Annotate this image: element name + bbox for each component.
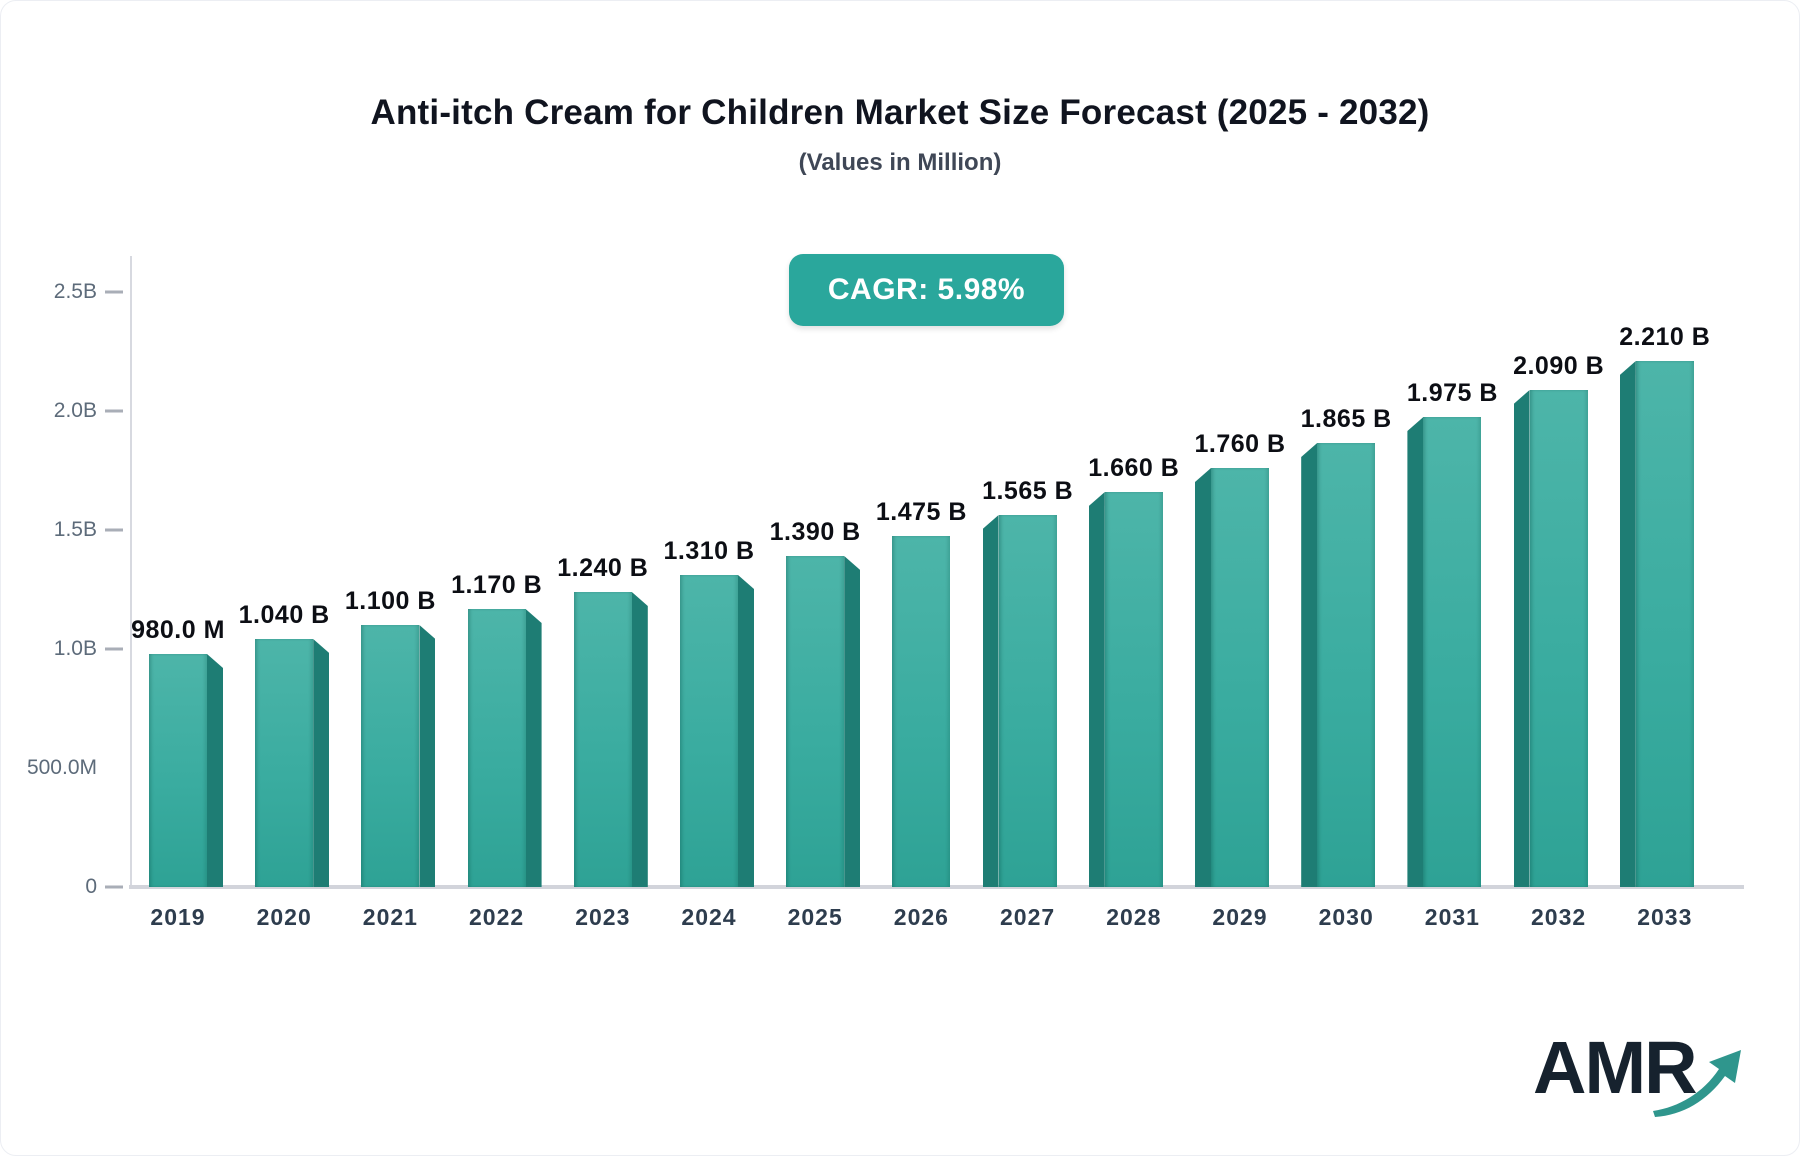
bar-side bbox=[1513, 390, 1530, 887]
bar-front bbox=[786, 556, 845, 887]
x-tick-label: 2026 bbox=[893, 904, 949, 930]
bar-value-label: 1.760 B bbox=[1194, 430, 1286, 458]
bar-side bbox=[631, 592, 648, 887]
bar-value-label: 1.865 B bbox=[1300, 405, 1392, 433]
bar-value-label: 1.975 B bbox=[1406, 379, 1498, 407]
bar-value-label: 1.475 B bbox=[875, 498, 967, 526]
y-tick-label: 1.5B bbox=[53, 518, 97, 541]
x-tick-label: 2021 bbox=[362, 904, 418, 930]
y-tick-label: 0 bbox=[85, 875, 97, 898]
x-tick-label: 2029 bbox=[1212, 904, 1268, 930]
bar-side bbox=[1407, 417, 1424, 887]
bar-front bbox=[1317, 443, 1376, 887]
y-tick-label: 500.0M bbox=[26, 756, 97, 779]
y-tick-label: 1.0B bbox=[53, 637, 97, 660]
y-tick-dash bbox=[105, 409, 123, 413]
bar-front bbox=[1635, 361, 1694, 887]
bar-value-label: 1.100 B bbox=[344, 587, 436, 615]
bar-group-2027 bbox=[982, 515, 1057, 887]
bar-value-label: 1.240 B bbox=[557, 554, 649, 582]
growth-arrow-icon bbox=[1653, 1050, 1741, 1117]
bar-group-2029 bbox=[1195, 468, 1269, 887]
x-tick-label: 2032 bbox=[1531, 904, 1587, 930]
bar-value-label: 2.210 B bbox=[1619, 323, 1711, 351]
bar-group-2025 bbox=[786, 556, 861, 887]
x-tick-label: 2025 bbox=[787, 904, 843, 930]
bar-group-2024 bbox=[680, 575, 754, 887]
bar-group-2031 bbox=[1407, 417, 1482, 887]
y-tick-dash bbox=[105, 647, 123, 651]
bar-side bbox=[1619, 361, 1636, 887]
bar-group-2030 bbox=[1301, 443, 1376, 887]
bar-value-label: 1.170 B bbox=[451, 571, 543, 599]
x-tick-label: 2027 bbox=[1000, 904, 1056, 930]
bar-side bbox=[525, 609, 542, 887]
bar-group-2021 bbox=[361, 625, 436, 887]
bar-side bbox=[1195, 468, 1211, 887]
bar-side bbox=[313, 639, 330, 887]
bar-value-label: 1.040 B bbox=[238, 601, 330, 629]
bar-side bbox=[738, 575, 754, 887]
cagr-badge: CAGR: 5.98% bbox=[789, 254, 1064, 326]
y-tick-label: 2.5B bbox=[53, 280, 97, 303]
bar-group-2022 bbox=[467, 609, 542, 887]
bar-value-label: 1.660 B bbox=[1088, 454, 1180, 482]
bar-front bbox=[998, 515, 1057, 887]
bar-group-2032 bbox=[1513, 390, 1588, 887]
x-tick-label: 2020 bbox=[256, 904, 312, 930]
bar-side bbox=[844, 556, 861, 887]
bar-front bbox=[149, 654, 207, 887]
chart-subtitle: (Values in Million) bbox=[798, 149, 1002, 176]
bar-side bbox=[207, 654, 223, 887]
bar-value-label: 980.0 M bbox=[131, 616, 225, 644]
bar-front bbox=[892, 536, 951, 887]
bar-front bbox=[1423, 417, 1482, 887]
y-axis-line bbox=[130, 256, 132, 889]
bar-side bbox=[1301, 443, 1318, 887]
bar-side bbox=[1088, 492, 1105, 887]
bar-value-label: 2.090 B bbox=[1513, 352, 1605, 380]
bar-front bbox=[1104, 492, 1163, 887]
bar-group-2020 bbox=[255, 639, 330, 887]
bar-group-2023 bbox=[573, 592, 648, 887]
x-tick-label: 2033 bbox=[1637, 904, 1693, 930]
bar-side bbox=[419, 625, 436, 887]
bar-value-label: 1.390 B bbox=[769, 518, 861, 546]
chart-title: Anti-itch Cream for Children Market Size… bbox=[370, 93, 1430, 132]
y-tick-dash bbox=[105, 290, 123, 294]
x-tick-label: 2023 bbox=[575, 904, 631, 930]
bar-front bbox=[573, 592, 632, 887]
bar-group-2033 bbox=[1619, 361, 1694, 887]
bar-front bbox=[1529, 390, 1588, 887]
amr-logo-text: AMR bbox=[1533, 1026, 1698, 1109]
x-tick-label: 2024 bbox=[681, 904, 737, 930]
bar-group-2028 bbox=[1088, 492, 1163, 887]
x-tick-label: 2022 bbox=[469, 904, 525, 930]
bar-side bbox=[982, 515, 999, 887]
amr-logo: AMR bbox=[1533, 1031, 1743, 1121]
x-tick-label: 2031 bbox=[1424, 904, 1480, 930]
bar-front bbox=[361, 625, 420, 887]
bar-group-2026 bbox=[892, 536, 951, 887]
y-tick-dash bbox=[105, 528, 123, 532]
x-tick-label: 2019 bbox=[150, 904, 206, 930]
y-tick-dash bbox=[105, 885, 123, 889]
bar-value-label: 1.310 B bbox=[663, 537, 755, 565]
bar-value-label: 1.565 B bbox=[982, 477, 1074, 505]
x-tick-label: 2030 bbox=[1318, 904, 1374, 930]
bar-front bbox=[255, 639, 314, 887]
bar-front bbox=[1211, 468, 1269, 887]
bar-front bbox=[467, 609, 526, 887]
y-tick-label: 2.0B bbox=[53, 399, 97, 422]
x-tick-label: 2028 bbox=[1106, 904, 1162, 930]
x-axis-line bbox=[129, 885, 1744, 889]
bar-front bbox=[680, 575, 738, 887]
bar-group-2019 bbox=[149, 654, 223, 887]
cagr-badge-label: CAGR: 5.98% bbox=[827, 273, 1026, 306]
